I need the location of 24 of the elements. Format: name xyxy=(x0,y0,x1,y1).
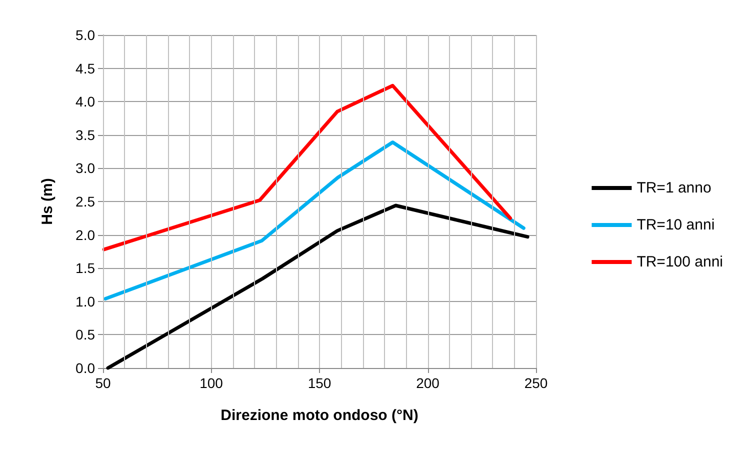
legend-label: TR=10 anni xyxy=(636,216,715,234)
line-series xyxy=(106,204,530,370)
x-tick-label: 100 xyxy=(200,375,224,391)
y-tick-label: 4.5 xyxy=(76,60,96,76)
y-tick-label: 4.0 xyxy=(76,94,96,110)
line-series xyxy=(104,140,526,300)
y-tick-label: 5.0 xyxy=(76,27,96,43)
legend-label: TR=100 anni xyxy=(636,254,724,270)
y-tick-label: 0.5 xyxy=(76,326,96,343)
y-tick-label: 3.5 xyxy=(76,126,96,143)
y-tick-label: 2.5 xyxy=(76,194,96,210)
legend-label: TR=1 anno xyxy=(636,180,712,196)
line-series xyxy=(102,84,512,252)
y-tick-label: 2.0 xyxy=(76,226,96,243)
y-tick-label: 0.0 xyxy=(76,360,96,376)
y-tick-label: 1.0 xyxy=(76,293,96,310)
x-tick-label: 200 xyxy=(416,375,440,391)
x-tick-label: 150 xyxy=(308,375,332,391)
x-tick-label: 250 xyxy=(524,375,548,391)
y-axis-title: Hs (m) xyxy=(39,178,56,225)
y-tick-label: 3.0 xyxy=(76,160,96,176)
x-tick-label: 50 xyxy=(95,375,111,391)
x-axis-title: Direzione moto ondoso (°N) xyxy=(220,407,418,424)
y-tick-label: 1.5 xyxy=(76,260,96,276)
